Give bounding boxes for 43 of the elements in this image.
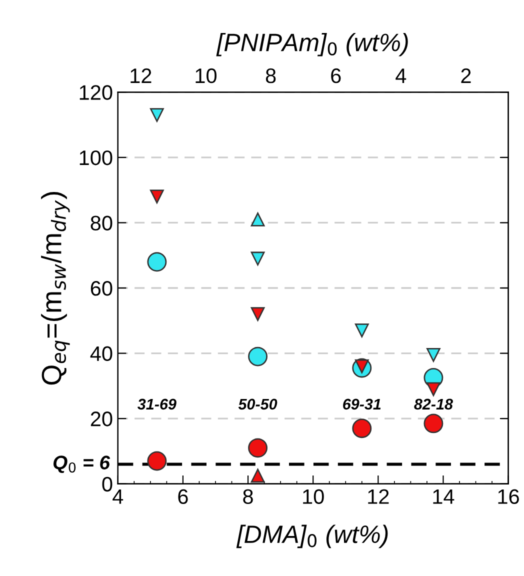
point [147,252,167,272]
x-tick-label: 6 [178,489,188,504]
annotation: 69-31 [343,398,381,410]
x2-axis-title: [PNIPAm]$_{0}$ (wt%) [216,32,408,56]
point [352,418,372,438]
point [426,382,440,396]
point [250,212,265,226]
ref-line-label: Q$_{0}$ = 6 [53,456,110,474]
x2-tick-label: 10 [196,68,217,84]
y-tick-label: 120 [80,85,112,100]
x-tick-label: 4 [112,489,124,504]
point [150,108,164,122]
x2-tick-label: 6 [331,68,341,84]
x-axis-title: [DMA]$_{0}$ (wt%) [236,524,388,548]
y-axis-title: Q$_{eq}$=(m$_{sw}$/m$_{dry}$) [41,192,70,385]
point [250,307,265,322]
x-tick-label: 10 [303,489,324,504]
x-tick-label: 14 [433,489,454,504]
point [424,414,444,434]
y-tick-label: 40 [90,346,112,362]
x2-tick-label: 4 [396,68,406,83]
x-tick-label: 16 [498,489,519,504]
annotation: 50-50 [238,398,278,410]
y-tick-label: 100 [80,150,112,166]
point [250,468,265,483]
y-tick-label: 0 [102,476,112,492]
point [147,451,167,471]
point [354,323,369,338]
annotation: 82-18 [414,398,453,410]
point [248,346,268,366]
x-tick-label: 12 [368,489,389,504]
point [426,348,440,362]
y-tick-label: 80 [90,216,112,230]
x-tick-label: 8 [243,489,253,504]
y-tick-label: 60 [90,281,112,296]
point [250,252,265,266]
x2-tick-label: 12 [130,68,152,83]
point [150,190,164,204]
point [248,438,268,458]
annotation: 31-69 [138,398,176,410]
x2-tick-label: 2 [461,68,471,83]
y-tick-label: 20 [90,412,112,426]
x2-tick-label: 8 [266,68,276,84]
